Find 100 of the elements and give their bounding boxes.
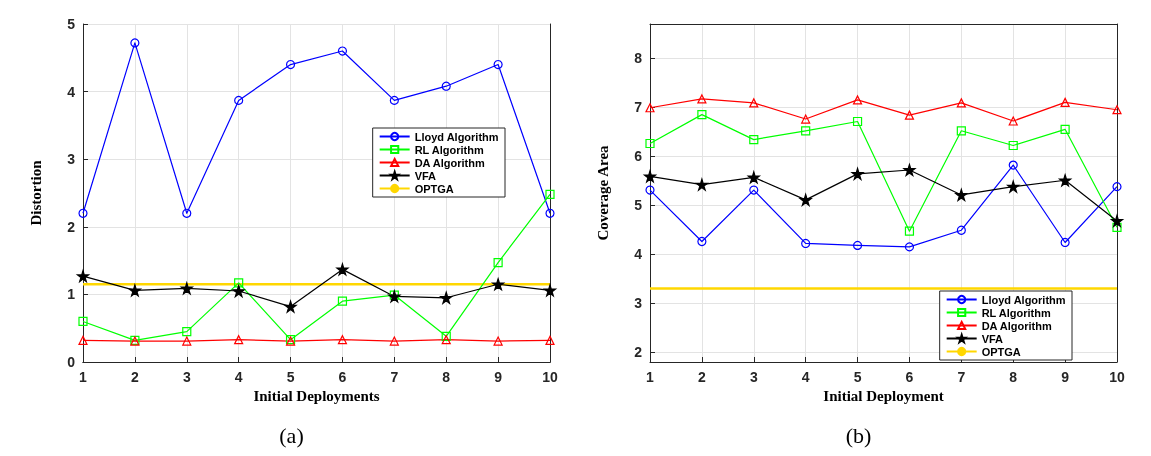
point [956, 126, 966, 136]
y-tick-label: 2 [67, 218, 76, 235]
y-tick-label: 2 [634, 344, 643, 361]
point [234, 335, 244, 345]
point [749, 185, 759, 195]
point [493, 336, 503, 346]
point [697, 94, 707, 104]
point [545, 189, 555, 199]
point [543, 284, 557, 297]
legend-label: VFA [414, 169, 437, 182]
x-tick-label: 9 [1061, 369, 1070, 385]
y-tick-label: 8 [634, 50, 643, 67]
point [128, 284, 141, 297]
x-tick-label: 9 [494, 369, 503, 385]
point [1112, 182, 1122, 192]
x-tick-label: 3 [749, 369, 758, 385]
x-tick-label: 2 [697, 369, 706, 385]
point [337, 296, 348, 306]
x-tick-label: 10 [1109, 369, 1125, 385]
point [695, 178, 708, 191]
point [852, 95, 863, 105]
point [441, 335, 451, 345]
x-tick-label: 1 [646, 369, 655, 385]
point [78, 316, 88, 327]
x-tick-label: 4 [801, 369, 810, 385]
point [801, 238, 811, 249]
legend-label: DA Algorithm [414, 156, 485, 169]
legend-label: OPTGA [981, 345, 1021, 358]
point [234, 95, 244, 105]
point [337, 46, 348, 56]
point [492, 278, 505, 291]
point [697, 110, 707, 120]
point [284, 300, 297, 313]
point [1060, 237, 1070, 248]
point [645, 138, 655, 149]
point [285, 59, 296, 70]
point [441, 331, 451, 341]
point [78, 208, 88, 218]
point [903, 163, 916, 177]
x-tick-label: 5 [286, 369, 295, 385]
point [1008, 140, 1018, 151]
point [904, 242, 915, 252]
point [1060, 97, 1070, 107]
point [852, 116, 863, 127]
x-tick-label: 3 [182, 369, 191, 385]
point [389, 336, 399, 346]
legend-label: Lloyd Algorithm [981, 293, 1066, 306]
x-tick-label: 2 [130, 369, 139, 385]
point [337, 335, 348, 345]
y-tick-label: 4 [634, 246, 643, 263]
point [1110, 214, 1124, 228]
y-axis-title: Coverage Area [594, 144, 611, 241]
y-axis-title: Distortion [27, 159, 44, 226]
y-tick-label: 0 [67, 354, 76, 370]
y-tick-label: 5 [634, 197, 643, 214]
point [643, 170, 657, 183]
point [234, 278, 244, 288]
text: (a) [279, 422, 304, 448]
point [904, 226, 915, 236]
point [747, 171, 760, 184]
legend-label: OPTGA [414, 182, 454, 195]
point [799, 193, 812, 206]
point [697, 236, 707, 247]
point [645, 185, 655, 195]
point [232, 284, 245, 298]
y-tick-label: 1 [67, 286, 76, 303]
point [851, 167, 864, 180]
point [545, 335, 555, 345]
point [182, 326, 192, 337]
point [130, 38, 140, 48]
y-tick-label: 5 [67, 16, 76, 32]
point [956, 98, 966, 108]
point [1059, 174, 1072, 187]
point [493, 258, 503, 268]
point [1008, 116, 1018, 126]
point [78, 335, 88, 345]
legend-label: VFA [981, 332, 1004, 345]
point [389, 95, 399, 105]
point [956, 225, 966, 235]
x-tick-label: 8 [442, 369, 451, 385]
point [76, 270, 90, 283]
y-tick-label: 7 [634, 99, 643, 116]
legend-label: RL Algorithm [414, 143, 484, 156]
x-tick-label: 7 [390, 369, 399, 385]
point [180, 282, 193, 295]
y-tick-label: 3 [634, 295, 643, 312]
x-tick-label: 6 [338, 369, 347, 385]
x-tick-label: 1 [79, 369, 88, 385]
x-tick-label: 8 [1009, 369, 1018, 385]
x-tick-label: 10 [542, 369, 558, 385]
point [545, 208, 555, 218]
x-tick-label: 7 [957, 369, 966, 385]
x-tick-label: 5 [853, 369, 862, 385]
point [1008, 160, 1018, 170]
x-tick-label: 4 [234, 369, 243, 385]
point [801, 126, 811, 136]
y-tick-label: 4 [67, 83, 76, 100]
x-tick-label: 6 [905, 369, 914, 385]
point [1112, 105, 1122, 115]
point [1060, 124, 1070, 134]
